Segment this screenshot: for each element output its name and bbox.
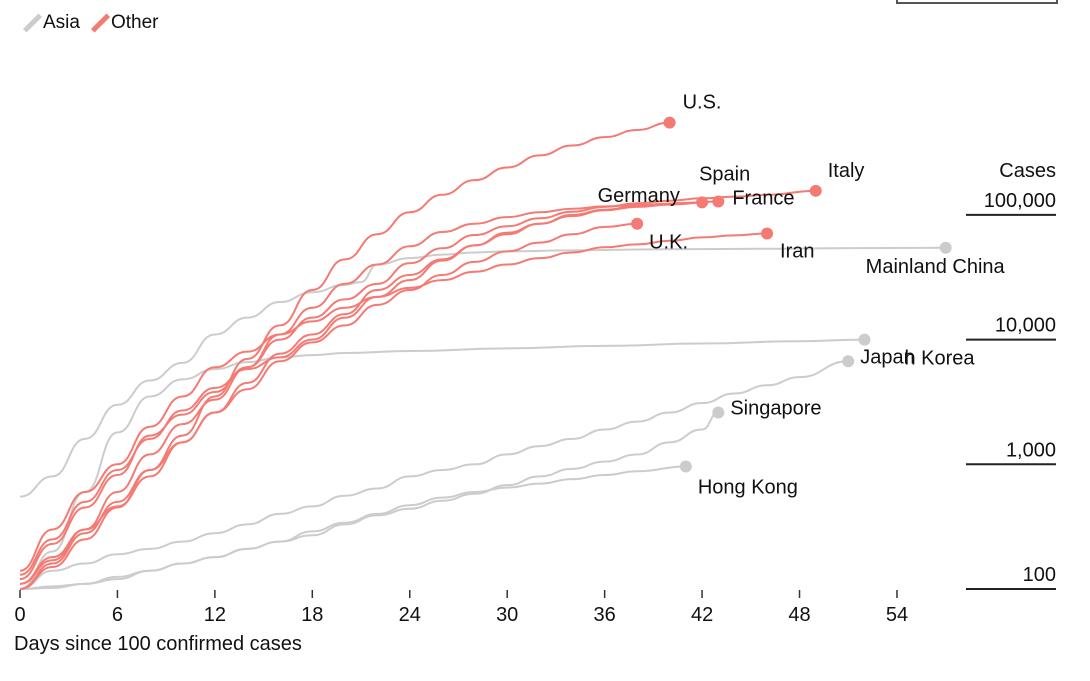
series-line-iran xyxy=(19,232,768,572)
x-tick-label-0: 0 xyxy=(14,604,25,626)
endpoint-dot-u-k xyxy=(631,217,644,230)
x-tick-label-24: 24 xyxy=(399,604,421,626)
endpoint-dot-iran xyxy=(761,227,774,240)
x-tick-label-30: 30 xyxy=(496,604,518,626)
y-tick-label-1000: 1,000 xyxy=(1006,439,1056,461)
series-group-other xyxy=(19,121,816,590)
endpoint-dots xyxy=(631,116,952,473)
series-label-south-korea: h Korea xyxy=(904,348,975,370)
series-label-spain: Spain xyxy=(699,163,750,185)
endpoint-dot-italy xyxy=(809,184,822,197)
series-label-iran: Iran xyxy=(780,240,814,262)
legend-label-asia: Asia xyxy=(43,12,80,33)
series-label-italy: Italy xyxy=(828,160,865,182)
series-label-france: France xyxy=(732,188,794,210)
endpoint-dot-u-s xyxy=(663,116,676,129)
x-tick-label-48: 48 xyxy=(788,604,810,626)
series-line-france xyxy=(19,200,719,590)
legend-label-other: Other xyxy=(110,12,159,33)
series-line-mainland-china xyxy=(19,246,946,498)
series-line-u-s xyxy=(19,121,670,590)
x-axis-title: Days since 100 confirmed cases xyxy=(14,633,302,655)
x-tick-label-18: 18 xyxy=(301,604,323,626)
series-line-spain xyxy=(19,201,703,585)
endpoint-dot-spain xyxy=(696,196,709,209)
x-tick-label-12: 12 xyxy=(204,604,226,626)
endpoint-dot-france xyxy=(712,195,725,208)
series-line-germany xyxy=(19,201,686,576)
series-label-mainland-china: Mainland China xyxy=(866,256,1006,278)
y-tick-label-100000: 100,000 xyxy=(984,190,1056,212)
series-line-italy xyxy=(19,189,816,581)
legend: Asia Other xyxy=(22,12,159,34)
x-tick-label-54: 54 xyxy=(886,604,908,626)
series-line-hong-kong xyxy=(19,465,686,590)
x-tick-label-6: 6 xyxy=(112,604,123,626)
y-tick-label-10000: 10,000 xyxy=(995,315,1056,337)
endpoint-dot-singapore xyxy=(712,406,725,419)
y-axis-title: Cases xyxy=(999,160,1056,182)
series-label-singapore: Singapore xyxy=(730,398,821,420)
series-label-hong-kong: Hong Kong xyxy=(698,477,798,499)
y-axis: 100 1,000 10,000 100,000 xyxy=(966,190,1056,590)
endpoint-dot-hong-kong xyxy=(679,460,692,473)
top-box-fragment xyxy=(896,0,1058,4)
series-group-asia xyxy=(19,246,946,590)
series-label-u-k: U.K. xyxy=(649,232,688,254)
x-axis: 0 6 12 18 24 30 36 42 48 54 xyxy=(14,590,908,626)
series-line-singapore xyxy=(19,411,719,590)
legend-item-asia: Asia xyxy=(22,12,80,34)
series-label-japan: Japan xyxy=(860,346,915,368)
x-tick-label-36: 36 xyxy=(594,604,616,626)
endpoint-dot-mainland-china xyxy=(939,241,952,254)
series-labels: U.S. Italy Spain France Germany U.K. Iran Mainl… xyxy=(598,92,1006,499)
series-label-u-s: U.S. xyxy=(683,92,722,114)
series-line-south-korea xyxy=(19,338,865,590)
series-line-japan xyxy=(19,360,849,590)
legend-item-other: Other xyxy=(90,12,159,34)
series-line-u-k xyxy=(19,222,638,585)
series-label-germany: Germany xyxy=(598,185,680,207)
y-tick-label-100: 100 xyxy=(1023,564,1056,586)
endpoint-dot-south-korea xyxy=(858,333,871,346)
x-tick-label-42: 42 xyxy=(691,604,713,626)
endpoint-dot-japan xyxy=(842,355,855,368)
